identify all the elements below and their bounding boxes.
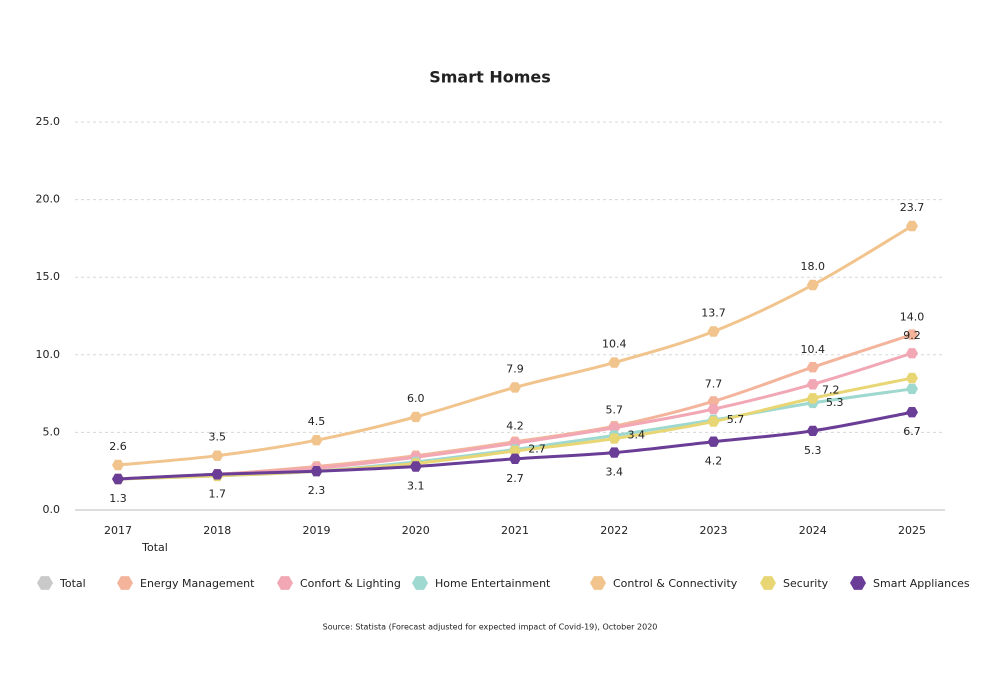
data-label: 5.7: [606, 404, 624, 417]
data-label: 2.6: [109, 440, 127, 453]
y-tick-label: 20.0: [36, 193, 61, 206]
data-label: 5.7: [727, 413, 745, 426]
chart-title: Smart Homes: [429, 68, 551, 87]
legend-marker: [590, 576, 606, 590]
data-label: 1.3: [109, 492, 127, 505]
data-label: 3.4: [628, 429, 646, 442]
x-tick-label: 2018: [203, 524, 231, 537]
data-label: 5.3: [804, 444, 822, 457]
data-point: [211, 450, 224, 461]
legend-label: Security: [783, 577, 829, 590]
legend-label: Energy Management: [140, 577, 255, 590]
data-point: [608, 433, 621, 444]
data-point: [409, 461, 422, 472]
data-label: 13.7: [701, 307, 726, 320]
legend-label: Control & Connectivity: [613, 577, 738, 590]
data-point: [806, 379, 819, 390]
data-label: 4.2: [506, 419, 524, 432]
x-tick-label: 2020: [402, 524, 430, 537]
data-label: 6.0: [407, 392, 425, 405]
data-label: 10.4: [602, 338, 627, 351]
data-point: [707, 416, 720, 427]
x-tick-label: 2017: [104, 524, 132, 537]
x-tick-label: 2023: [700, 524, 728, 537]
data-point: [906, 407, 918, 418]
x-tick-label: 2022: [600, 524, 628, 537]
data-label: 9.2: [903, 329, 921, 342]
x-tick-label: 2021: [501, 524, 529, 537]
data-point: [906, 220, 918, 232]
data-label: 7.9: [506, 362, 524, 375]
legend-marker: [277, 576, 293, 590]
x-axis-label: Total: [141, 541, 168, 554]
legend-marker: [117, 576, 133, 590]
data-point: [509, 453, 521, 464]
data-label: 23.7: [900, 201, 925, 214]
legend-label: Smart Appliances: [873, 577, 970, 590]
data-point: [310, 466, 323, 477]
data-point: [806, 393, 819, 404]
data-label: 2.7: [506, 472, 524, 485]
data-point: [906, 372, 918, 384]
legend-marker: [412, 576, 428, 590]
data-label: 7.2: [822, 383, 840, 396]
data-label: 7.7: [705, 377, 723, 390]
y-tick-label: 15.0: [36, 270, 61, 283]
data-label: 1.7: [209, 487, 227, 500]
x-tick-label: 2024: [799, 524, 827, 537]
data-point: [806, 362, 819, 373]
data-label: 2.3: [308, 484, 326, 497]
data-point: [906, 383, 918, 395]
data-label: 6.7: [903, 425, 921, 438]
data-point: [409, 411, 422, 423]
data-point: [707, 436, 720, 447]
data-label: 3.4: [606, 466, 624, 479]
legend-marker: [37, 576, 53, 590]
data-point: [608, 447, 621, 458]
source: Source: Statista (Forecast adjusted for …: [323, 623, 658, 632]
legend-label: Total: [59, 577, 86, 590]
y-tick-label: 25.0: [36, 115, 61, 128]
data-point: [112, 473, 124, 485]
x-tick-label: 2019: [303, 524, 331, 537]
y-tick-label: 0.0: [43, 503, 61, 516]
data-point: [906, 329, 918, 340]
x-tick-label: 2025: [898, 524, 926, 537]
data-point: [806, 279, 819, 291]
data-point: [707, 403, 720, 415]
data-label: 18.0: [801, 260, 826, 273]
data-label: 3.5: [209, 431, 227, 444]
y-tick-label: 10.0: [36, 348, 61, 361]
data-label: 3.1: [407, 480, 425, 493]
data-label: 4.2: [705, 455, 723, 468]
legend-marker: [760, 576, 776, 590]
y-tick-label: 5.0: [43, 425, 61, 438]
legend-label: Home Entertainment: [435, 577, 551, 590]
data-point: [310, 435, 323, 446]
data-point: [906, 348, 918, 359]
data-label: 14.0: [900, 311, 925, 324]
data-point: [608, 357, 621, 368]
legend-marker: [850, 576, 866, 590]
data-point: [806, 425, 819, 436]
data-point: [509, 382, 521, 393]
data-label: 5.3: [826, 396, 844, 409]
data-label: 10.4: [801, 343, 826, 356]
data-point: [112, 459, 124, 471]
data-point: [707, 326, 720, 337]
data-label: 2.7: [528, 442, 546, 455]
data-label: 4.5: [308, 415, 326, 428]
data-point: [211, 469, 224, 480]
legend-label: Confort & Lighting: [300, 577, 401, 590]
